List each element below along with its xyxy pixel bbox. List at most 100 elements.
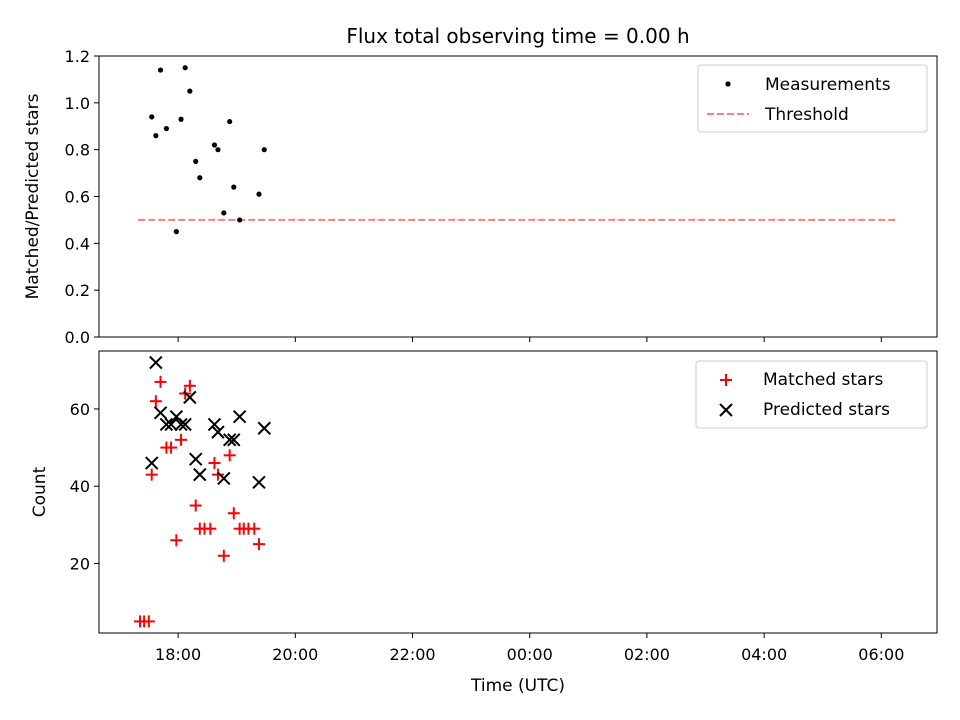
- measurement-point: [153, 133, 159, 139]
- legend-marker-predicted: [719, 403, 733, 417]
- top-legend: Measurements Threshold: [697, 64, 928, 133]
- predicted-star-point: [178, 417, 192, 432]
- predicted-star-point: [207, 417, 222, 432]
- predicted-star-point: [164, 417, 178, 432]
- measurement-point: [173, 229, 179, 235]
- measurement-point: [221, 210, 227, 216]
- matched-star-point: [175, 433, 188, 446]
- bottom-plot-frame: [98, 350, 938, 634]
- matched-star-point: [149, 395, 162, 408]
- top-ylabel: Matched/Predicted stars: [23, 93, 43, 299]
- predicted-star-point: [183, 390, 197, 405]
- predicted-x-b: [252, 475, 266, 490]
- matched-star-point: [248, 522, 261, 535]
- bottom-xtick-label: 04:00: [741, 645, 787, 664]
- matched-star-point: [204, 522, 217, 535]
- predicted-star-point: [188, 452, 203, 466]
- measurement-point: [256, 191, 262, 197]
- predicted-star-point: [149, 355, 163, 370]
- bottom-xtick-label: 02:00: [624, 645, 670, 664]
- predicted-x-b: [178, 417, 192, 432]
- predicted-x-b: [183, 390, 197, 405]
- predicted-star-point: [145, 456, 159, 470]
- legend-marker-matched: [720, 374, 732, 386]
- bottom-ytick-label: 20: [70, 554, 90, 573]
- predicted-x-b: [149, 355, 163, 370]
- measurement-point: [231, 184, 237, 190]
- bottom-xtick-label: 00:00: [507, 645, 553, 664]
- measurement-point: [157, 67, 164, 73]
- predicted-x-b: [257, 421, 271, 435]
- measurement-point: [237, 217, 243, 223]
- measurement-point: [187, 88, 193, 94]
- measurement-point: [197, 175, 203, 181]
- measurement-point: [193, 158, 199, 164]
- matched-star-point: [223, 449, 236, 462]
- measurement-point: [211, 142, 218, 148]
- predicted-star-point: [193, 467, 207, 482]
- predicted-star-point: [222, 433, 237, 447]
- predicted-star-point: [153, 406, 168, 420]
- matched-star-point: [227, 507, 240, 520]
- predicted-x-b: [232, 409, 247, 424]
- measurement-point: [178, 116, 184, 122]
- top-panel: 0.0 0.2 0.4 0.6 0.8 1.0 1.2 Matched/Predicted …: [23, 47, 938, 347]
- predicted-x-b: [217, 471, 231, 486]
- chart-title: Flux total observing time = 0.00 h: [346, 24, 689, 48]
- matched-star-point: [165, 441, 178, 454]
- predicted-x-b: [211, 425, 225, 439]
- predicted-x-b: [145, 456, 159, 470]
- bottom-legend: Matched stars Predicted stars: [695, 360, 928, 429]
- predicted-x-b: [169, 409, 184, 424]
- top-ytick-label: 0.2: [65, 281, 90, 300]
- matched-star-point: [170, 534, 183, 547]
- bottom-xlabel: Time (UTC): [470, 676, 565, 696]
- measurement-point: [261, 147, 267, 153]
- predicted-x-b: [159, 417, 174, 432]
- matched-star-point: [208, 457, 221, 470]
- top-ytick-label: 0.4: [65, 234, 90, 253]
- bottom-xtick-label: 20:00: [272, 645, 318, 664]
- predicted-star-point: [174, 417, 188, 432]
- measurement-point: [163, 125, 169, 132]
- bottom-xtick-label: 18:00: [155, 645, 201, 664]
- predicted-x-b: [164, 417, 178, 432]
- bottom-ytick-label: 60: [70, 400, 90, 419]
- predicted-star-point: [159, 417, 174, 432]
- matched-star-point: [183, 379, 196, 392]
- predicted-x-b: [153, 406, 168, 420]
- bottom-xtick-label: 22:00: [389, 645, 435, 664]
- predicted-star-point: [217, 471, 231, 486]
- top-ytick-label: 0.6: [65, 188, 90, 207]
- measurement-point: [227, 118, 233, 125]
- top-legend-box: [697, 64, 928, 133]
- top-ytick-label: 1.0: [65, 94, 90, 113]
- matched-star-point: [217, 549, 230, 562]
- legend-marker-measurements: [725, 81, 731, 87]
- matched-star-point: [252, 538, 265, 551]
- measurement-point: [149, 114, 155, 120]
- measurement-point: [182, 65, 188, 71]
- predicted-x-b: [193, 467, 207, 482]
- predicted-x-b: [222, 433, 237, 447]
- legend-label-predicted: Predicted stars: [763, 400, 890, 420]
- predicted-x-b: [227, 433, 241, 447]
- legend-label-measurements: Measurements: [765, 75, 891, 95]
- predicted-star-point: [211, 425, 225, 439]
- top-ytick-label: 0.0: [65, 328, 90, 347]
- predicted-star-point: [227, 433, 241, 447]
- top-ytick-label: 1.2: [65, 47, 90, 66]
- top-ytick-label: 0.8: [65, 141, 90, 160]
- bottom-panel: 20 40 60 18:00 20:00 22:00 00:00 02:00 04:00 06:0…: [30, 350, 938, 696]
- matched-star-point: [142, 615, 155, 628]
- bottom-legend-box: [695, 360, 928, 429]
- predicted-star-point: [257, 421, 271, 435]
- matched-star-point: [189, 499, 202, 512]
- measurement-point: [215, 147, 221, 153]
- predicted-x-b: [188, 452, 203, 466]
- predicted-x-b: [174, 417, 188, 432]
- legend-label-matched: Matched stars: [763, 370, 883, 390]
- legend-label-threshold: Threshold: [764, 105, 849, 125]
- matched-star-point: [211, 468, 224, 481]
